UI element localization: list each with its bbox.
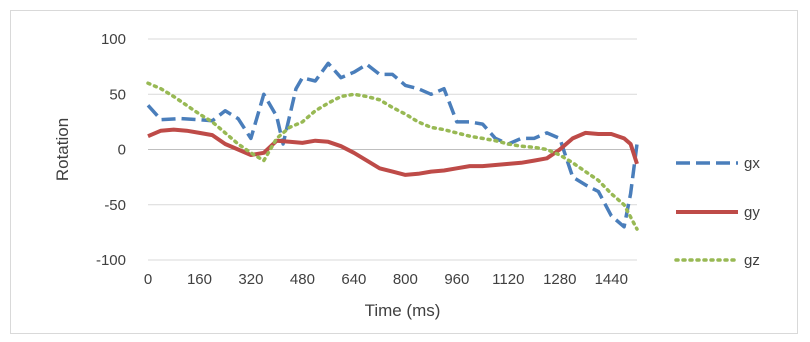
- y-tick-label: 0: [118, 142, 126, 159]
- legend-label-gz: gz: [744, 252, 760, 269]
- chart-frame: [10, 10, 798, 334]
- y-tick-label: 100: [101, 31, 126, 48]
- x-tick-label: 1440: [595, 271, 628, 288]
- y-axis-ticks: 100 50 0 -50 -100: [96, 31, 126, 269]
- y-axis-title: Rotation: [53, 118, 72, 181]
- x-tick-label: 320: [238, 271, 263, 288]
- y-tick-label: -100: [96, 252, 126, 269]
- x-tick-label: 640: [341, 271, 366, 288]
- x-axis-ticks: 0 160 320 480 640 800 960 1120 1280 1440: [144, 271, 628, 288]
- y-tick-label: -50: [104, 197, 126, 214]
- legend-label-gx: gx: [744, 155, 760, 172]
- gridlines: [148, 38, 637, 261]
- series-line-gy: [147, 127, 639, 177]
- series-line-gz: [146, 81, 639, 231]
- legend: gx gy gz: [674, 155, 760, 269]
- x-tick-label: 960: [444, 271, 469, 288]
- x-tick-label: 0: [144, 271, 152, 288]
- legend-label-gy: gy: [744, 204, 760, 221]
- x-tick-label: 1120: [492, 271, 524, 288]
- x-axis-title: Time (ms): [365, 301, 441, 320]
- x-tick-label: 800: [393, 271, 418, 288]
- x-tick-label: 1280: [543, 271, 576, 288]
- y-tick-label: 50: [109, 86, 126, 103]
- x-tick-label: 160: [187, 271, 212, 288]
- x-tick-label: 480: [290, 271, 315, 288]
- series-lines: [146, 61, 639, 231]
